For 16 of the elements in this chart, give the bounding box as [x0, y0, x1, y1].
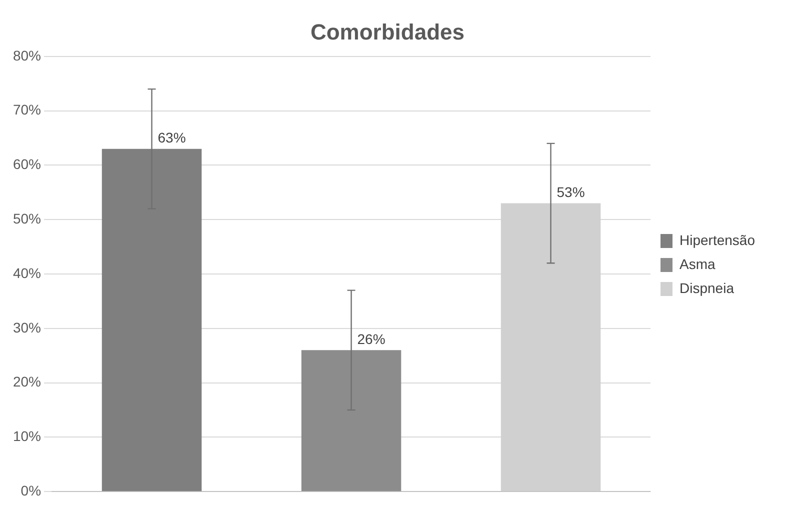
y-tick-label: 70% [12, 102, 42, 118]
y-tick-label: 60% [12, 156, 42, 172]
y-tick-label: 0% [20, 482, 42, 498]
y-tick-label: 40% [12, 264, 42, 281]
y-tick-label: 20% [12, 374, 42, 390]
y-tick-label: 80% [12, 47, 42, 64]
data-label: 63% [158, 130, 186, 146]
chart-title: Comorbidades [310, 19, 465, 44]
y-tick-label: 30% [12, 319, 42, 336]
y-tick-label: 10% [12, 428, 42, 444]
legend-label: Hipertensão [680, 232, 756, 248]
legend-label: Asma [680, 256, 716, 272]
y-tick-label: 50% [12, 210, 42, 226]
data-label: 26% [357, 331, 386, 348]
data-label: 53% [556, 184, 585, 200]
legend-label: Dispneia [680, 280, 734, 296]
